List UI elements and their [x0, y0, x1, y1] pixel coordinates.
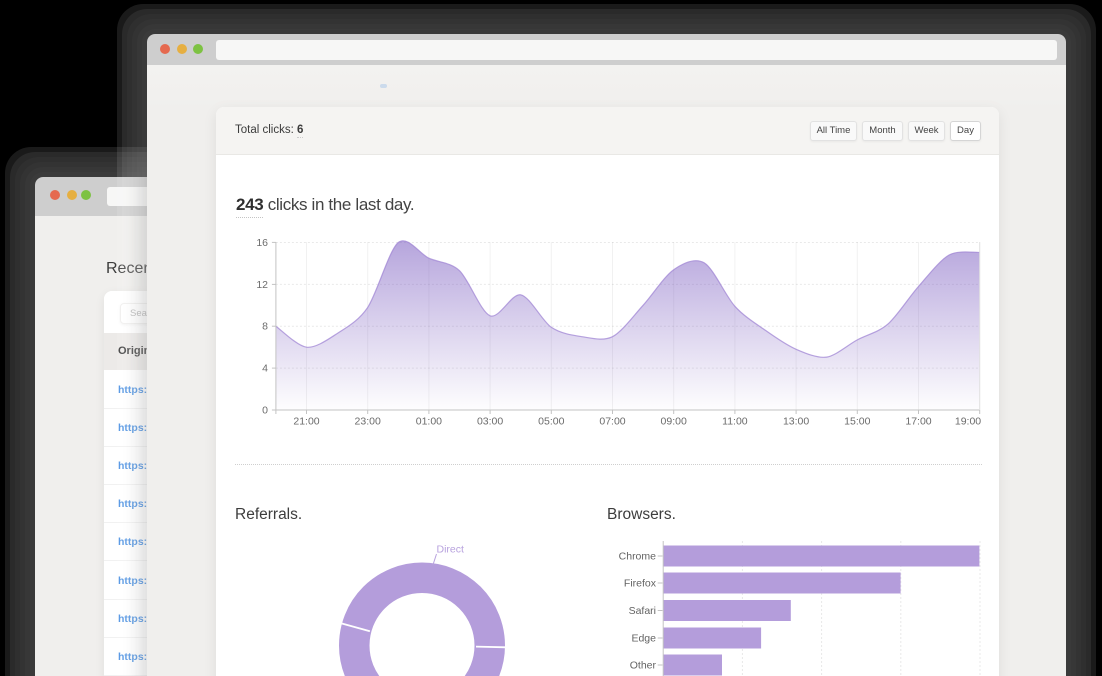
- svg-text:4: 4: [262, 363, 268, 375]
- svg-text:01:00: 01:00: [416, 416, 442, 428]
- svg-text:21:00: 21:00: [293, 416, 319, 428]
- svg-text:16: 16: [256, 237, 268, 249]
- svg-text:Chrome: Chrome: [619, 551, 657, 563]
- svg-text:Firefox: Firefox: [624, 578, 657, 590]
- svg-text:23:00: 23:00: [355, 416, 381, 428]
- svg-text:15:00: 15:00: [844, 416, 870, 428]
- svg-text:12: 12: [256, 279, 268, 291]
- svg-text:03:00: 03:00: [477, 416, 503, 428]
- svg-text:Direct: Direct: [437, 544, 465, 556]
- svg-text:09:00: 09:00: [661, 416, 687, 428]
- svg-text:13:00: 13:00: [783, 416, 809, 428]
- svg-text:19:00: 19:00: [955, 416, 981, 428]
- svg-text:Other: Other: [630, 660, 657, 672]
- svg-text:Safari: Safari: [629, 605, 656, 617]
- svg-text:0: 0: [262, 405, 268, 417]
- svg-text:Edge: Edge: [631, 633, 656, 645]
- svg-text:07:00: 07:00: [599, 416, 625, 428]
- svg-text:17:00: 17:00: [905, 416, 931, 428]
- svg-text:05:00: 05:00: [538, 416, 564, 428]
- svg-text:11:00: 11:00: [722, 416, 748, 428]
- svg-text:8: 8: [262, 321, 268, 333]
